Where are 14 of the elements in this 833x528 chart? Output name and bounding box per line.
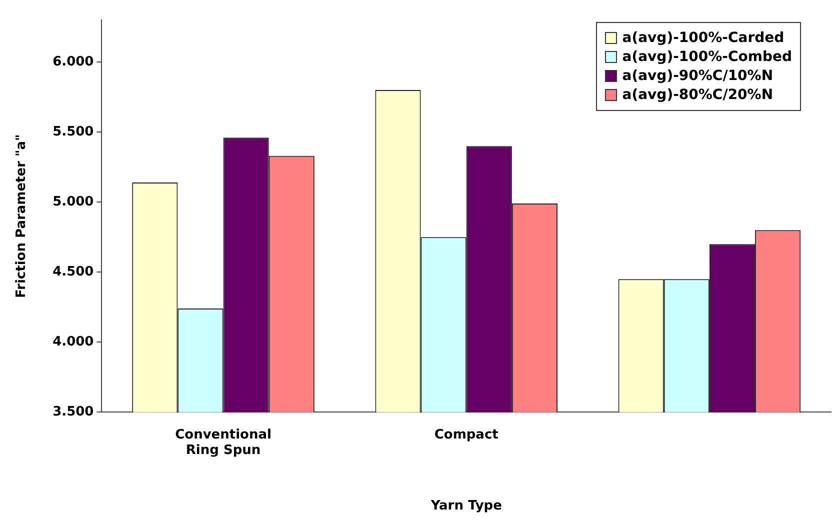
- x-tick-label: Conventional Ring Spun: [175, 427, 272, 458]
- x-tick-label: Compact: [434, 427, 498, 442]
- legend-label: a(avg)-100%-Combed: [622, 49, 792, 65]
- y-tick-label: 3.500: [52, 404, 94, 420]
- y-tick-label: 6.000: [52, 54, 94, 70]
- y-tick-label: 5.500: [52, 124, 94, 140]
- legend-label: a(avg)-80%C/20%N: [622, 87, 774, 103]
- x-axis-title: Yarn Type: [430, 498, 502, 514]
- y-axis-title: Friction Parameter "a": [14, 134, 30, 298]
- y-tick-label: 4.500: [52, 264, 94, 280]
- y-tick-label: 4.000: [52, 334, 94, 350]
- y-tick-label: 5.000: [52, 194, 94, 210]
- legend-label: a(avg)-100%-Carded: [622, 30, 784, 46]
- legend-label: a(avg)-90%C/10%N: [622, 68, 774, 84]
